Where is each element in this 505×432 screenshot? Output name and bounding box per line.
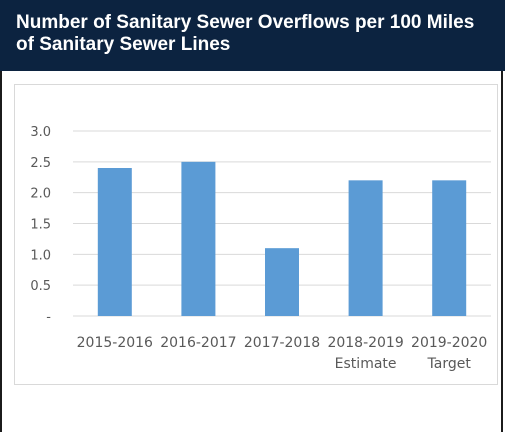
x-tick-label: Target xyxy=(427,356,472,372)
chart-area: - 0.5 1.0 1.5 2.0 2.5 3.0 2015-2016 2016-2017 201… xyxy=(14,84,498,385)
bar-chart: - 0.5 1.0 1.5 2.0 2.5 3.0 2015-2016 2016-2017 201… xyxy=(30,125,491,372)
y-tick-label: 2.5 xyxy=(30,156,51,171)
header-bar: Number of Sanitary Sewer Overflows per 1… xyxy=(0,0,505,71)
y-tick-label: - xyxy=(46,310,51,325)
y-tick-label: 1.0 xyxy=(30,248,51,263)
x-tick-label: 2016-2017 xyxy=(160,335,236,351)
x-tick-label: 2018-2019 xyxy=(327,335,403,351)
x-tick-label: 2015-2016 xyxy=(77,335,153,351)
bar xyxy=(348,180,383,316)
y-tick-label: 3.0 xyxy=(30,125,51,140)
x-tick-label: Estimate xyxy=(335,356,397,372)
y-tick-label: 0.5 xyxy=(30,279,51,294)
y-tick-label: 1.5 xyxy=(30,218,51,233)
bar xyxy=(181,161,216,316)
bar xyxy=(97,168,132,316)
y-tick-label: 2.0 xyxy=(30,187,51,202)
chart-title: Number of Sanitary Sewer Overflows per 1… xyxy=(16,12,475,55)
bar xyxy=(432,180,467,316)
x-tick-label: 2019-2020 xyxy=(411,335,487,351)
x-tick-label: 2017-2018 xyxy=(244,335,320,351)
bar xyxy=(265,248,299,316)
